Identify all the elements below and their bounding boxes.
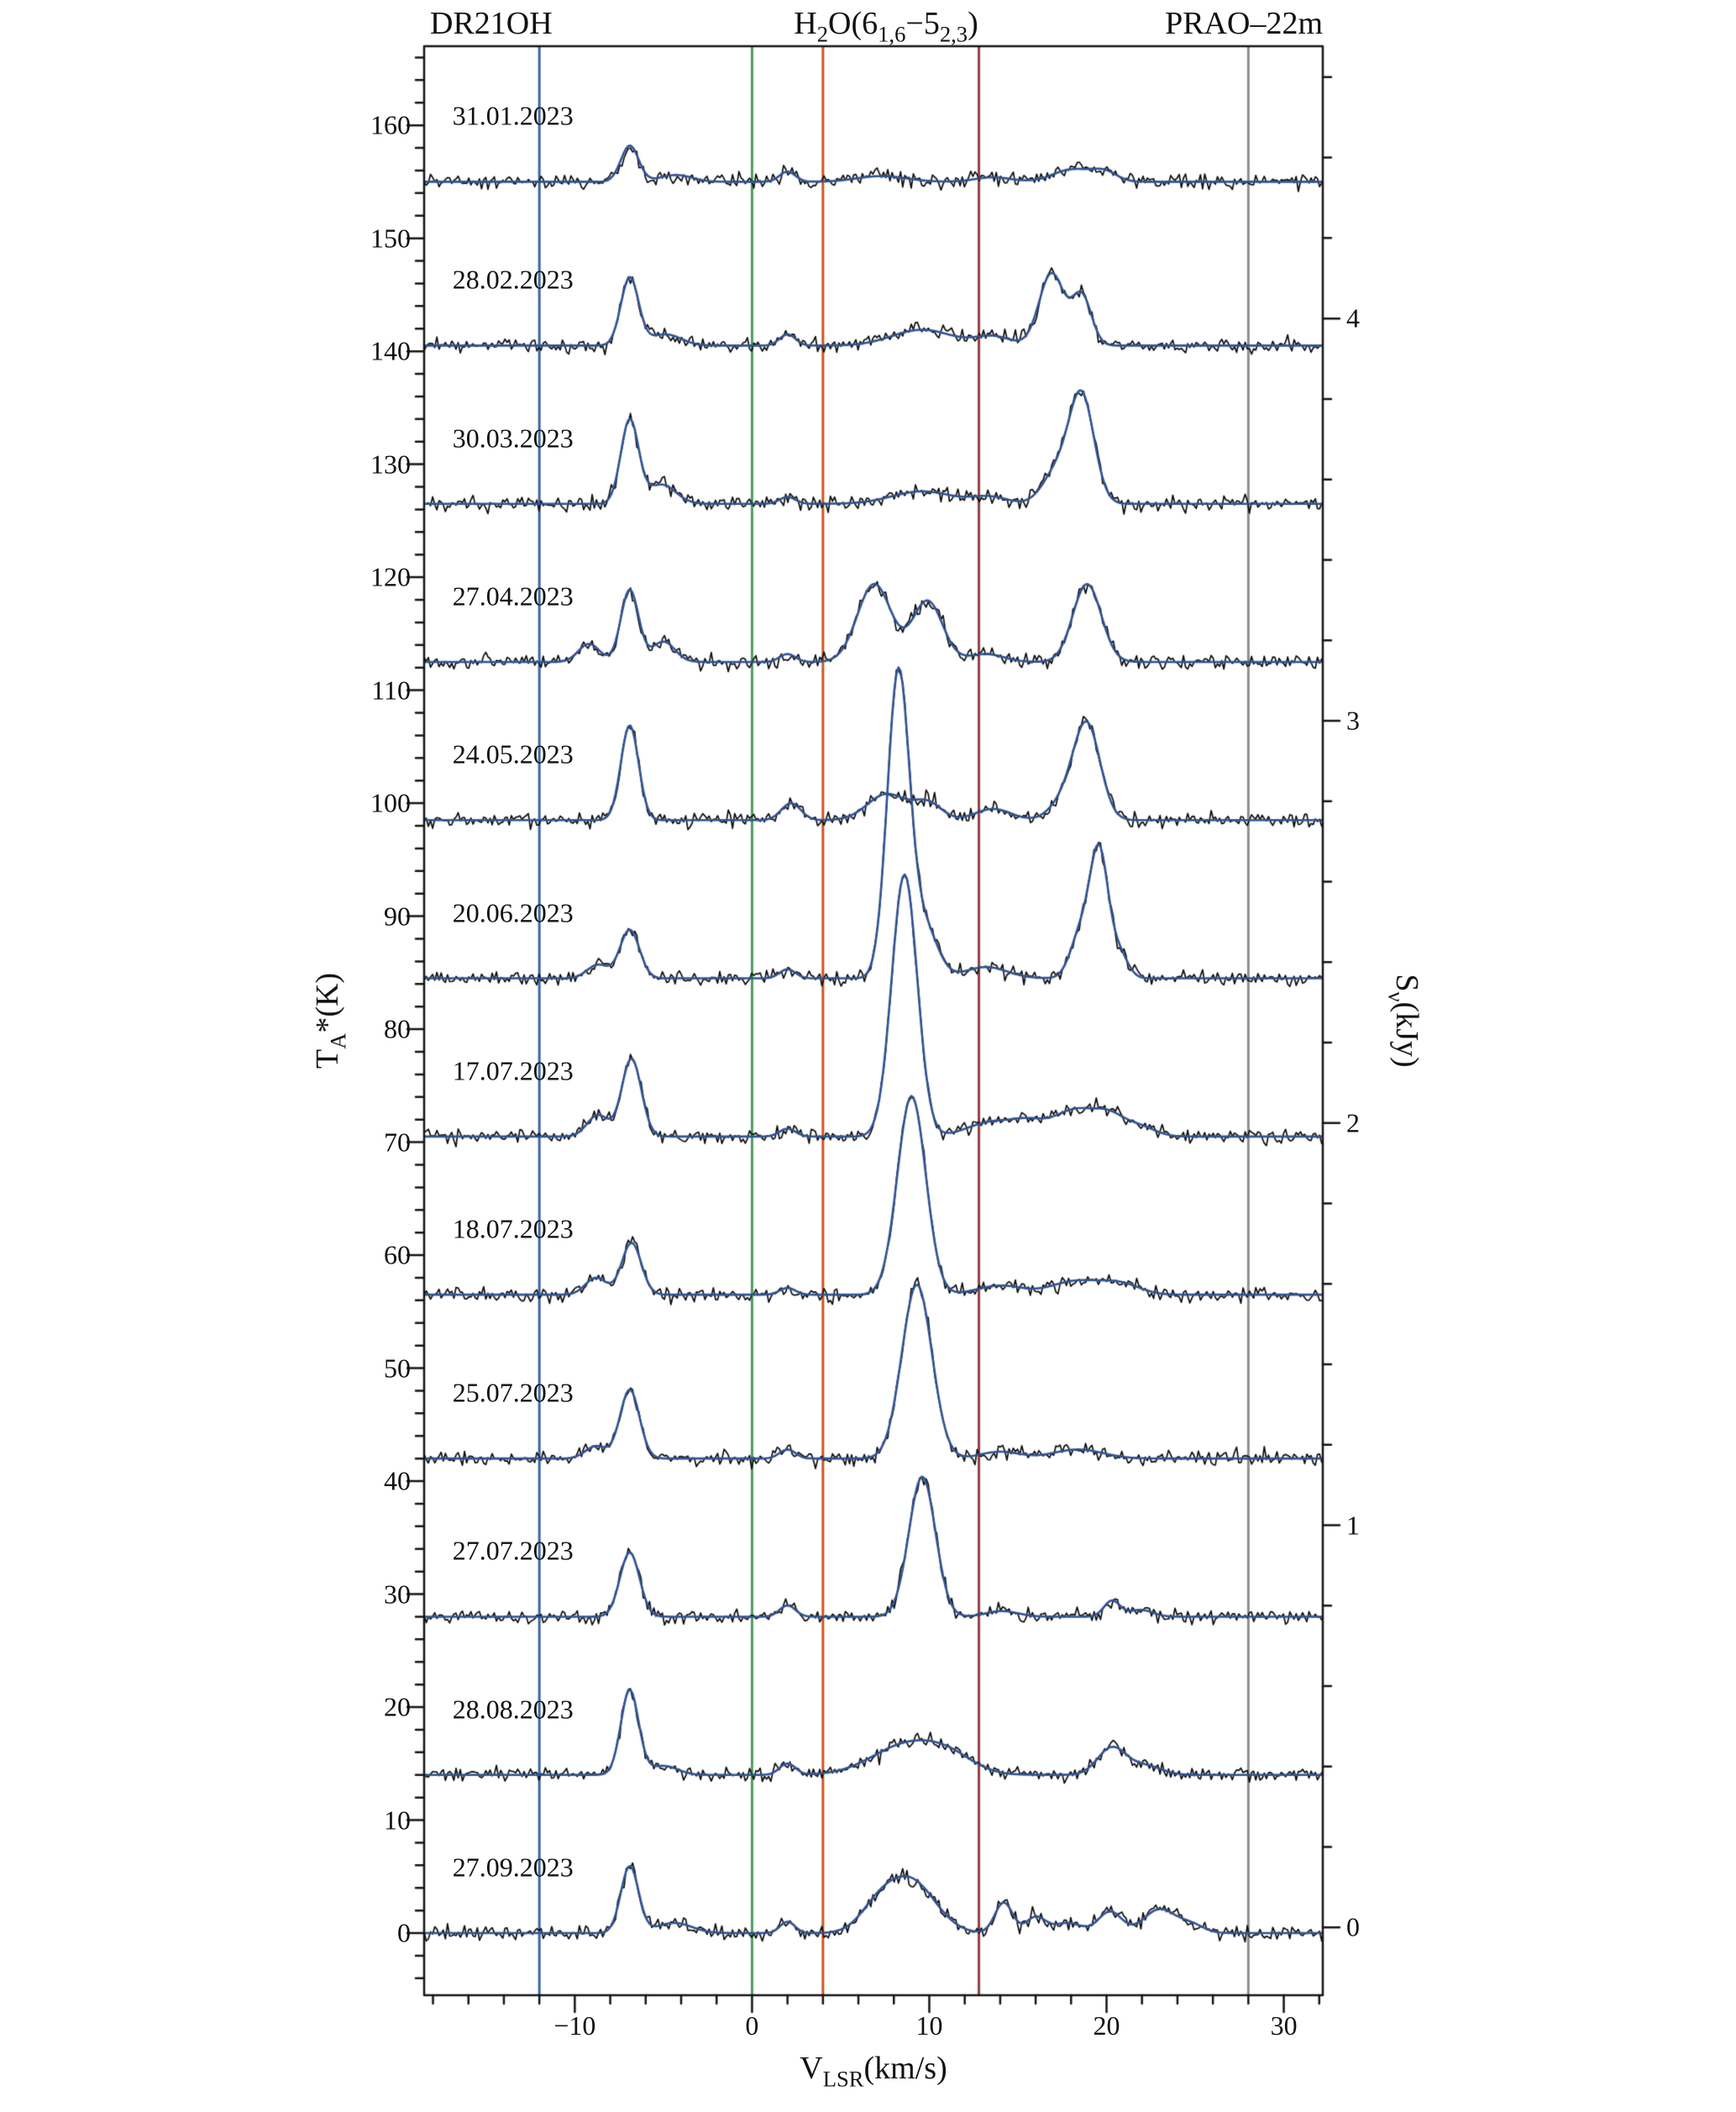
flux-tick-label: 4: [1346, 302, 1360, 334]
y-tick-label: 110: [371, 675, 411, 706]
y-tick-label: 70: [384, 1127, 411, 1158]
telescope-title: PRAO–22m: [1165, 6, 1323, 41]
x-tick-label: 0: [745, 2010, 759, 2041]
y-tick-label: 140: [370, 335, 411, 366]
spectrum-date-label: 24.05.2023: [452, 738, 574, 770]
y-tick-label: 130: [370, 449, 411, 480]
spectrum-date-label: 28.08.2023: [452, 1694, 574, 1725]
flux-tick-label: 2: [1346, 1107, 1360, 1138]
source-name-title: DR21OH: [430, 6, 553, 41]
flux-tick-label: 0: [1346, 1911, 1360, 1942]
x-tick-label: 10: [915, 2010, 943, 2041]
spectrum-date-label: 25.07.2023: [452, 1377, 574, 1408]
y-tick-label: 90: [384, 901, 411, 932]
y-tick-label: 10: [384, 1805, 411, 1836]
spectrum-date-label: 17.07.2023: [452, 1055, 574, 1086]
y-tick-label: 50: [384, 1353, 411, 1384]
y-tick-label: 80: [384, 1013, 411, 1044]
x-tick-label: 30: [1270, 2010, 1298, 2041]
x-tick-label: 20: [1093, 2010, 1120, 2041]
y-tick-label: 100: [370, 787, 411, 818]
y-axis-label-left: TA*(K): [309, 972, 351, 1069]
spectrum-date-label: 31.01.2023: [452, 100, 574, 131]
spectrum-date-label: 28.02.2023: [452, 264, 574, 295]
x-axis-label: VLSR(km/s): [800, 2051, 947, 2092]
y-tick-label: 120: [370, 561, 411, 592]
y-tick-label: 40: [384, 1465, 411, 1496]
spectrum-date-label: 30.03.2023: [452, 423, 574, 454]
y-tick-label: 20: [384, 1691, 411, 1722]
spectrum-date-label: 27.04.2023: [452, 581, 574, 612]
spectrum-date-label: 18.07.2023: [452, 1213, 574, 1244]
x-tick-label: −10: [553, 2010, 596, 2041]
y-tick-label: 0: [397, 1917, 411, 1948]
y-tick-label: 160: [370, 109, 411, 140]
y-tick-label: 150: [370, 223, 411, 254]
spectrum-date-label: 20.06.2023: [452, 897, 574, 928]
y-tick-label: 60: [384, 1239, 411, 1270]
spectrum-date-label: 27.09.2023: [452, 1852, 574, 1883]
y-tick-label: 30: [384, 1579, 411, 1610]
flux-tick-label: 1: [1346, 1510, 1360, 1540]
y-axis-label-right: Sν(kJy): [1383, 974, 1425, 1068]
flux-tick-label: 3: [1346, 705, 1360, 736]
transition-title: H2O(61,6−52,3): [794, 6, 978, 47]
spectrum-date-label: 27.07.2023: [452, 1535, 574, 1566]
